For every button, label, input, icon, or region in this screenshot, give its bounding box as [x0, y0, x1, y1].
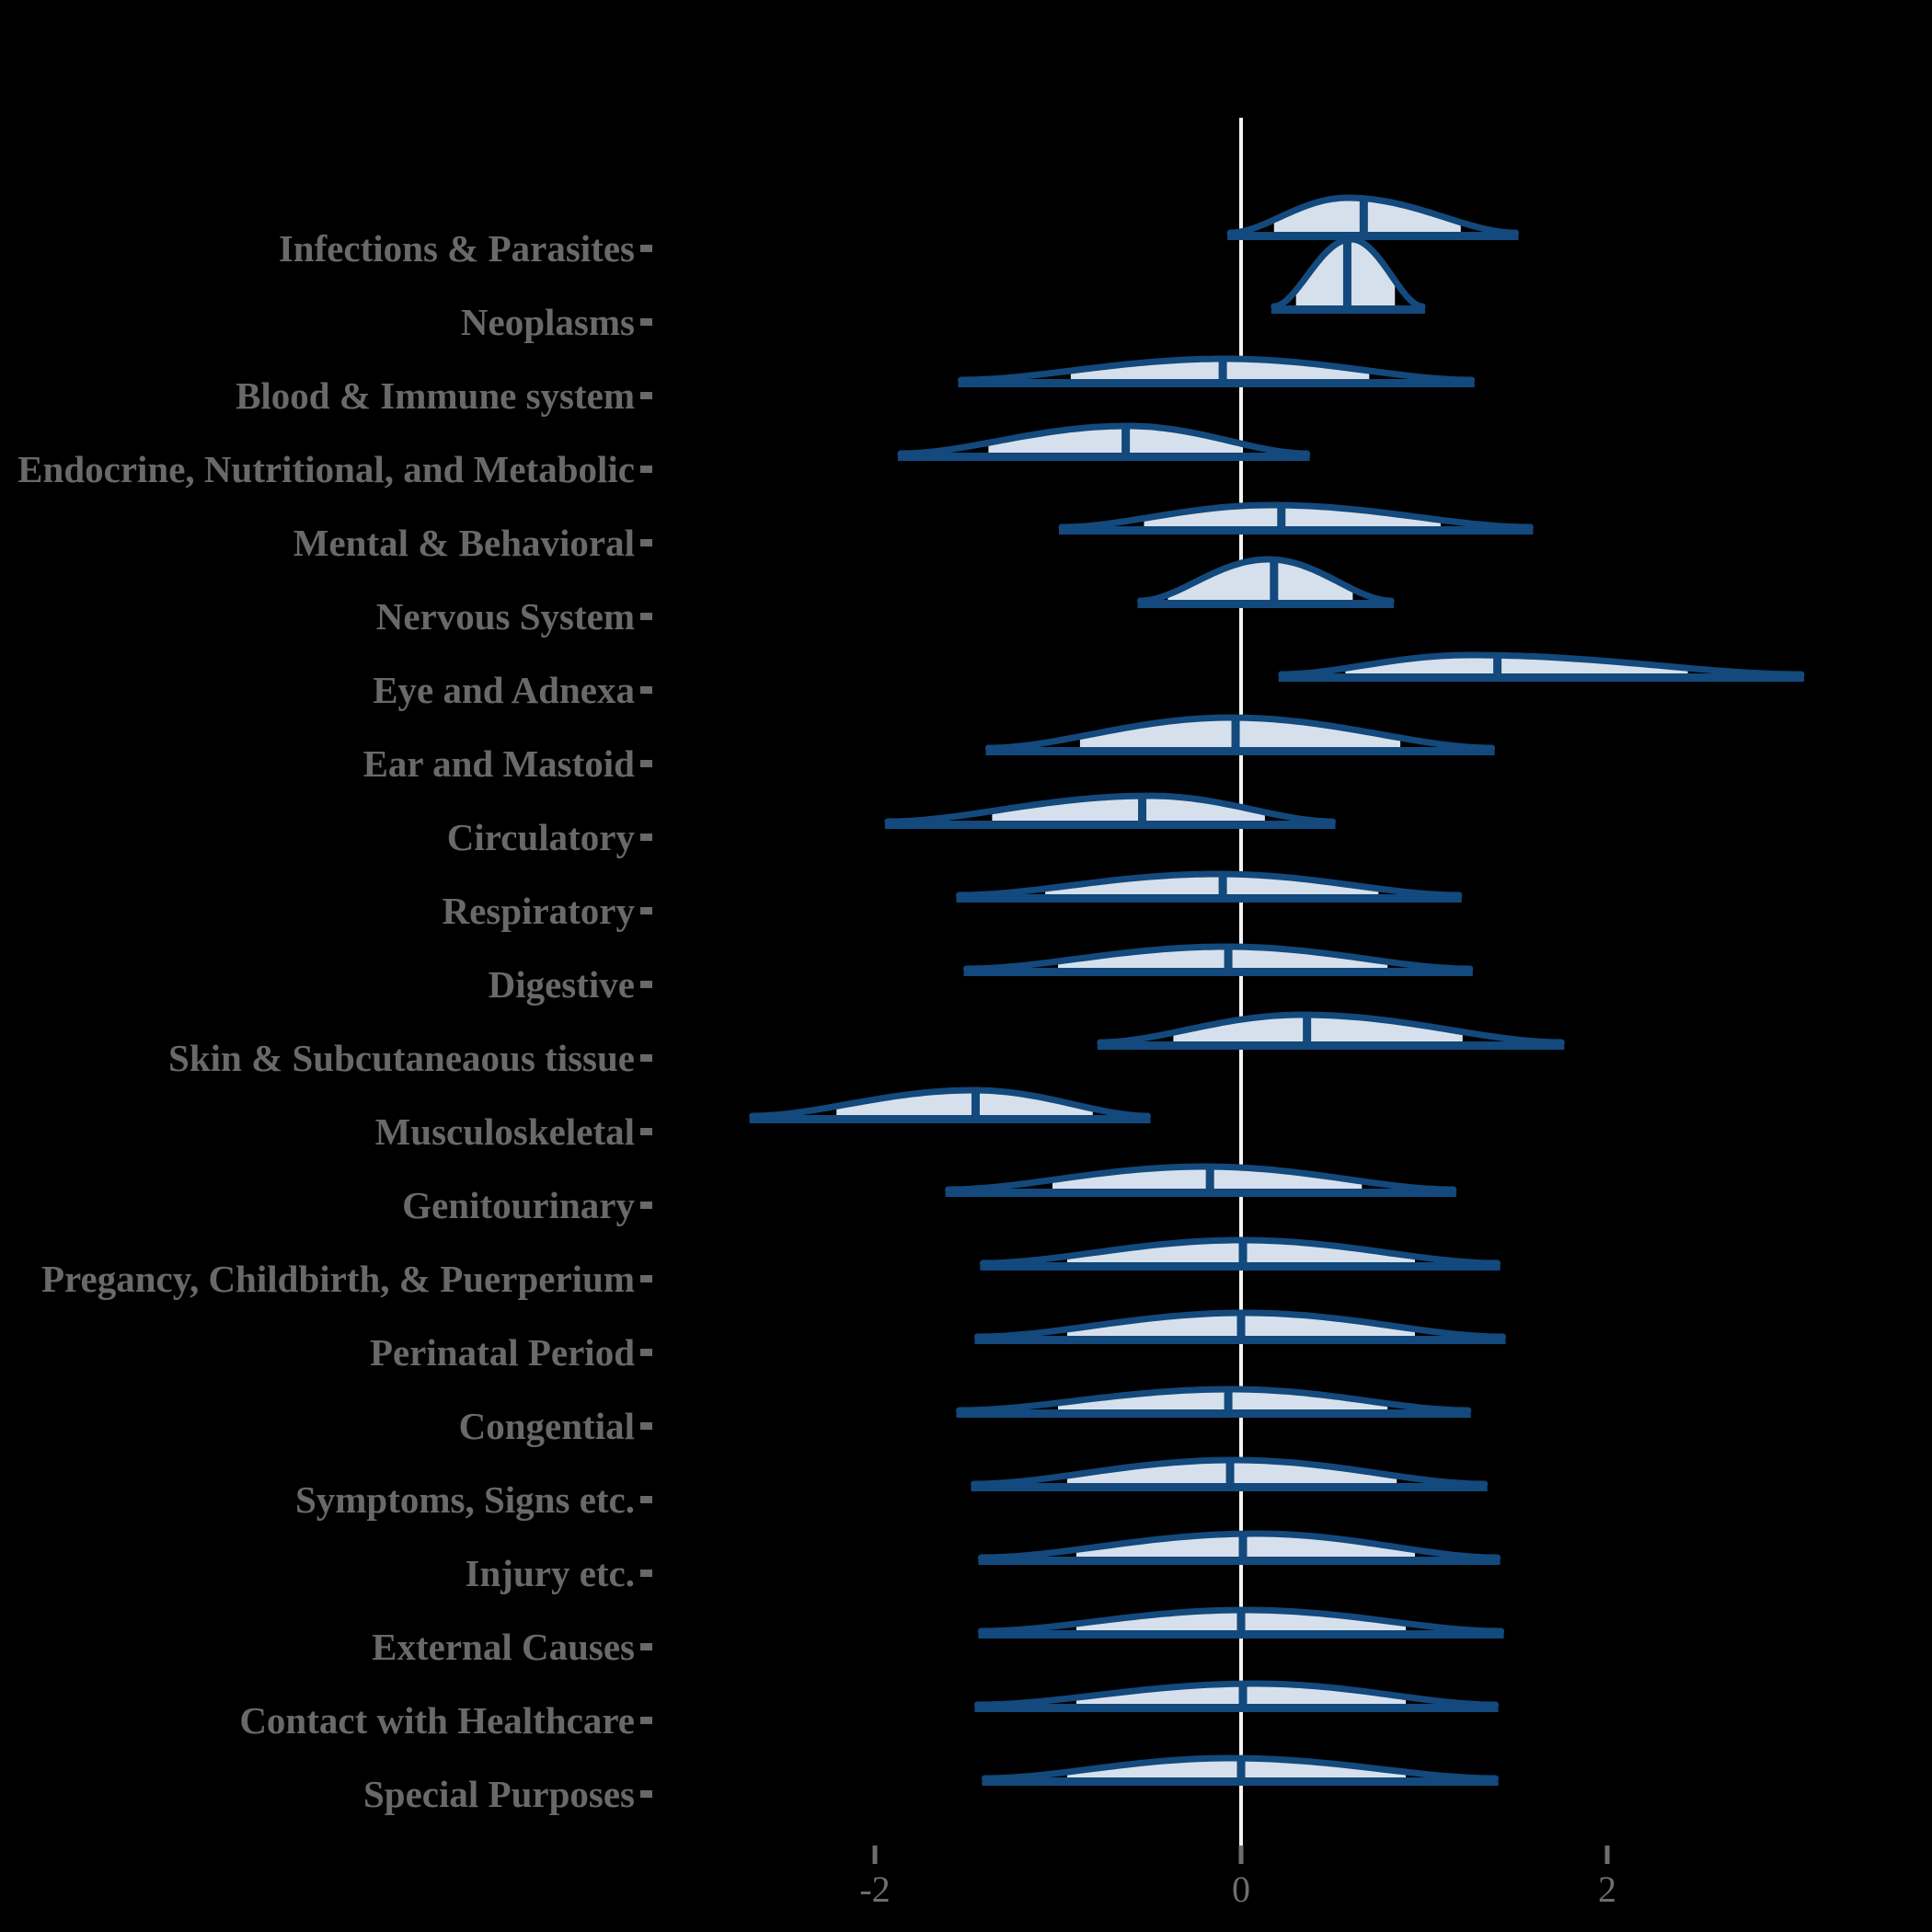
- violin-outline: [977, 1530, 1501, 1561]
- violin-fill: [992, 796, 1265, 822]
- y-tick-mark: [640, 613, 652, 620]
- violin-outline: [981, 1754, 1500, 1782]
- category-label: Blood & Immune system: [236, 374, 635, 417]
- violin-baseline: [978, 1630, 1504, 1639]
- category-label: Perinatal Period: [369, 1331, 635, 1374]
- violin-baseline: [978, 1557, 1501, 1565]
- y-tick-mark: [640, 318, 652, 326]
- violin-fill: [988, 426, 1241, 454]
- y-tick-mark: [640, 1275, 652, 1282]
- violin-fill: [1173, 1015, 1463, 1042]
- violin-outline: [1278, 651, 1805, 678]
- violin-baseline: [956, 1409, 1471, 1418]
- violin-outline: [973, 1680, 1500, 1708]
- y-tick-mark: [640, 1496, 652, 1503]
- y-tick-mark: [640, 539, 652, 546]
- violin-baseline: [1278, 673, 1804, 682]
- category-label: Symptoms, Signs etc.: [294, 1478, 635, 1521]
- y-tick-mark: [640, 1570, 652, 1577]
- y-tick-mark: [640, 1790, 652, 1798]
- y-tick-mark: [640, 1128, 652, 1135]
- y-tick-mark: [640, 686, 652, 694]
- category-label: External Causes: [372, 1626, 635, 1668]
- violin-baseline: [974, 1336, 1506, 1344]
- violin-baseline: [749, 1115, 1151, 1123]
- category-label: Infections & Parasites: [278, 227, 635, 270]
- violin-outline: [971, 1456, 1489, 1488]
- x-tick-label-pos2: 2: [1598, 1869, 1616, 1910]
- category-label: Ear and Mastoid: [362, 742, 635, 785]
- category-label: Injury etc.: [465, 1552, 635, 1594]
- category-label: Pregancy, Childbirth, & Puerperium: [41, 1258, 635, 1300]
- violin-baseline: [1227, 232, 1519, 240]
- x-tick-label-neg2: -2: [859, 1869, 891, 1910]
- y-tick-mark: [640, 760, 652, 767]
- violin-outline: [963, 943, 1474, 972]
- x-tick-label-zero: 0: [1232, 1869, 1250, 1910]
- y-tick-mark: [640, 1422, 652, 1430]
- y-tick-mark: [640, 981, 652, 988]
- violin-outline: [984, 714, 1496, 752]
- y-tick-mark: [640, 1717, 652, 1724]
- violin-outline: [897, 422, 1311, 457]
- y-tick-mark: [640, 1202, 652, 1209]
- violin-baseline: [963, 968, 1473, 976]
- violin-outline: [977, 1606, 1505, 1635]
- violin-outline: [1097, 1011, 1565, 1046]
- category-label: Endocrine, Nutritional, and Metabolic: [17, 448, 635, 490]
- violin-baseline: [1137, 600, 1395, 608]
- category-label: Respiratory: [442, 890, 635, 932]
- category-label: Eye and Adnexa: [373, 669, 635, 711]
- violin-outline: [1137, 556, 1395, 604]
- category-label: Circulatory: [446, 816, 635, 858]
- violin-baseline: [958, 379, 1475, 387]
- violin-baseline: [985, 747, 1495, 755]
- violin-baseline: [1059, 526, 1534, 535]
- y-tick-mark: [640, 834, 652, 841]
- violin-baseline: [1271, 305, 1425, 314]
- violin-outline: [1271, 236, 1426, 310]
- violin-baseline: [974, 1704, 1499, 1712]
- violin-outline: [1226, 194, 1519, 236]
- violin-outline: [884, 792, 1336, 825]
- violin-baseline: [982, 1777, 1499, 1786]
- category-label: Musculoskeletal: [374, 1110, 635, 1153]
- category-label: Genitourinary: [402, 1184, 635, 1226]
- category-label: Mental & Behavioral: [293, 522, 635, 564]
- category-label: Special Purposes: [363, 1773, 635, 1815]
- violin-baseline: [956, 894, 1462, 903]
- violin-outline: [958, 355, 1476, 384]
- violin-outline: [1058, 501, 1534, 531]
- y-tick-mark: [640, 392, 652, 399]
- violin-baseline: [897, 453, 1310, 461]
- y-tick-mark: [640, 1643, 652, 1650]
- category-label: Skin & Subcutaneaous tissue: [168, 1037, 635, 1079]
- violin-outline: [979, 1236, 1501, 1267]
- y-tick-mark: [640, 466, 652, 473]
- violin-baseline: [945, 1189, 1456, 1197]
- category-label: Digestive: [488, 963, 635, 1006]
- violin-baseline: [1097, 1041, 1565, 1050]
- violin-baseline: [971, 1483, 1488, 1491]
- y-tick-mark: [640, 1054, 652, 1062]
- violin-outline: [956, 1386, 1472, 1414]
- violin-outline: [973, 1309, 1507, 1340]
- violin-baseline: [980, 1262, 1501, 1271]
- category-label: Contact with Healthcare: [239, 1699, 635, 1742]
- y-tick-mark: [640, 1349, 652, 1356]
- y-tick-mark: [640, 907, 652, 914]
- violin-outline: [945, 1163, 1457, 1193]
- category-label: Neoplasms: [460, 301, 635, 343]
- violin-baseline: [884, 821, 1336, 829]
- violin-fill: [1079, 718, 1401, 748]
- category-label: Congential: [458, 1405, 635, 1447]
- violin-outline: [956, 870, 1463, 899]
- y-tick-mark: [640, 245, 652, 252]
- category-label: Nervous System: [375, 595, 635, 638]
- violin-outline: [749, 1087, 1151, 1120]
